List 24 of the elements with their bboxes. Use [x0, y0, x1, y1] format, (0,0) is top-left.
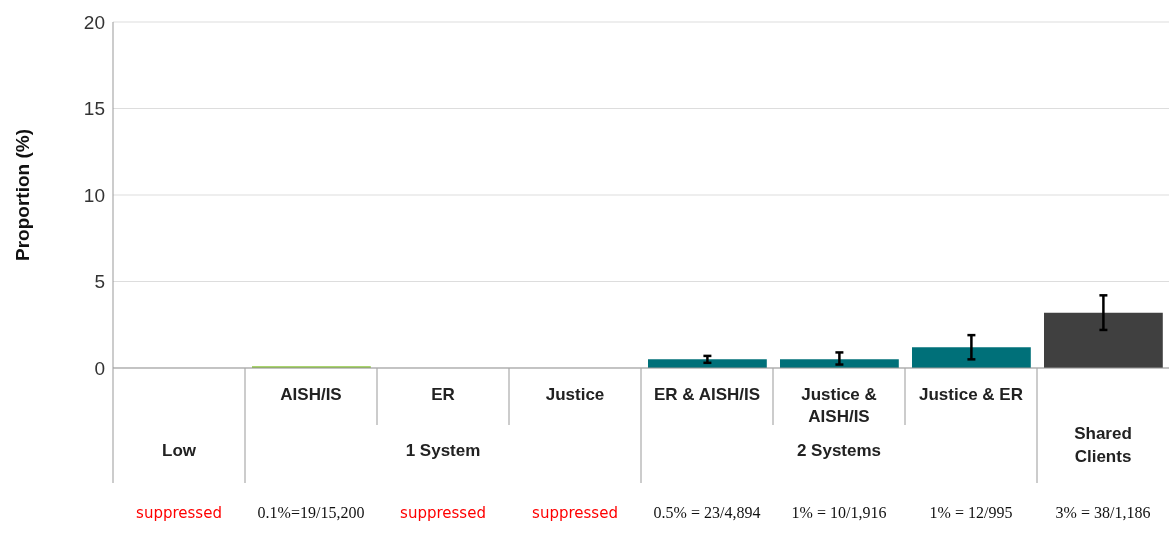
x-tick-label: Justice & ER [919, 385, 1023, 404]
y-tick-label: 15 [83, 98, 105, 120]
text: suppressed [532, 504, 618, 522]
x-tick-label: Justice & AISH/IS [801, 385, 877, 426]
data-label: 0.1%=19/15,200 [257, 504, 365, 521]
x-tick-label: ER [431, 385, 455, 404]
text: 2 Systems [796, 441, 882, 460]
text: 1 System [405, 441, 481, 460]
text: Low [162, 441, 197, 460]
y-tick-label: 5 [94, 271, 105, 293]
y-tick-label: 0 [94, 357, 105, 379]
y-axis-title: Proportion (%) [11, 129, 33, 261]
text: suppressed [400, 504, 486, 522]
data-label: 1% = 10/1,916 [791, 504, 887, 521]
x-tick-label: ER & AISH/IS [653, 385, 761, 404]
text: Shared Clients [1074, 424, 1132, 466]
data-label: 0.5% = 23/4,894 [653, 504, 761, 521]
x-tick-label: Justice [545, 385, 605, 404]
data-label: 3% = 38/1,186 [1055, 504, 1151, 521]
data-label: 1% = 12/995 [929, 504, 1013, 521]
y-tick-label: 10 [83, 184, 105, 206]
x-tick-label: AISH/IS [280, 385, 342, 404]
text: suppressed [136, 504, 222, 522]
y-tick-label: 20 [83, 11, 105, 33]
